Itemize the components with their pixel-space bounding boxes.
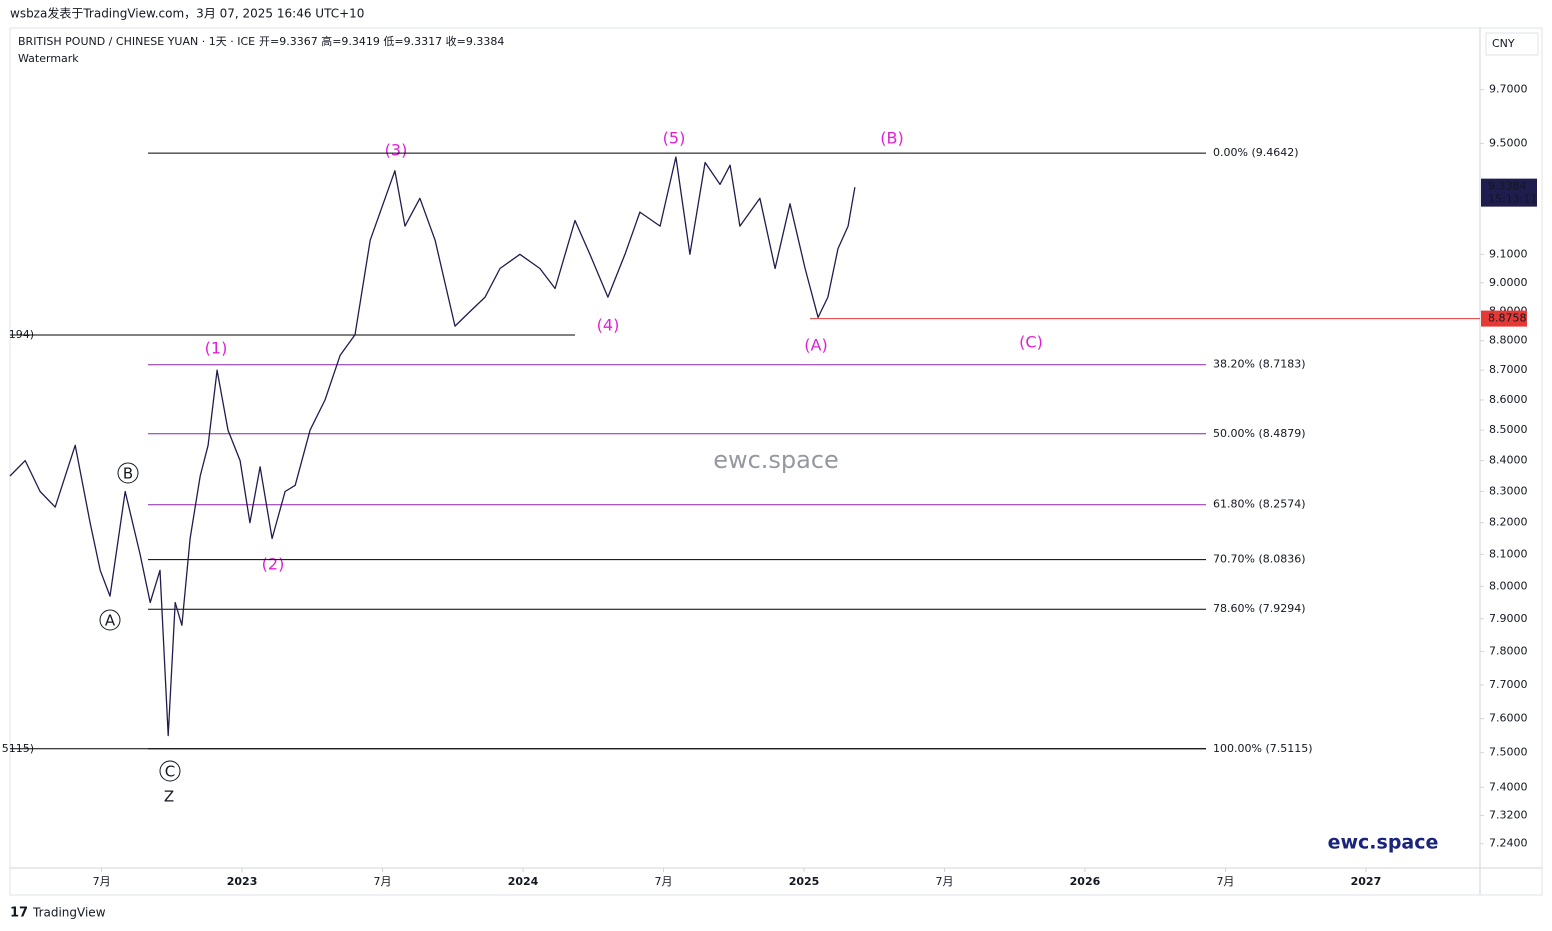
y-tick-label: 8.5000: [1489, 423, 1528, 436]
x-tick-label: 2027: [1351, 875, 1382, 888]
brand: TradingView: [32, 906, 106, 920]
currency-box[interactable]: [1485, 32, 1539, 56]
y-tick-label: 9.7000: [1489, 83, 1528, 96]
frame: [9, 27, 1543, 896]
fib-label: 38.20% (8.7183): [1213, 358, 1306, 371]
wave-label: (1): [205, 339, 228, 358]
brand-logo: 17 TradingView: [10, 906, 106, 921]
y-tick-label: 8.3000: [1489, 484, 1528, 497]
circle-marker: [117, 462, 139, 484]
x-tick-label: 7月: [655, 875, 673, 888]
x-tick-label: 2024: [508, 875, 539, 888]
x-tick-label: 2025: [789, 875, 820, 888]
publisher: wsbza发表于TradingView.com，3月 07, 2025 16:4…: [10, 6, 364, 21]
wave-label: (2): [262, 555, 285, 574]
y-tick-label: 9.1000: [1489, 247, 1528, 260]
fib-label: 50.00% (8.4879): [1213, 427, 1306, 440]
wave-label: (B): [880, 129, 903, 148]
y-tick-label: 7.4000: [1489, 780, 1528, 793]
wave-label: (5): [663, 129, 686, 148]
y-tick-label: 8.0000: [1489, 579, 1528, 592]
circle-marker: [99, 609, 121, 631]
wave-label: (A): [804, 336, 827, 355]
watermark: ewc.space: [713, 446, 839, 474]
countdown: 15:13:11: [1488, 193, 1537, 206]
currency[interactable]: CNY: [1492, 37, 1515, 50]
y-tick-label: 8.2000: [1489, 516, 1528, 529]
fib-label: 78.60% (7.9294): [1213, 602, 1306, 615]
circle-label: C: [165, 763, 175, 781]
fib-label: 0.00% (9.4642): [1213, 146, 1299, 159]
x-tick-label: 2026: [1070, 875, 1101, 888]
y-tick-label: 8.1000: [1489, 547, 1528, 560]
level-label: 194): [9, 328, 34, 341]
circle-label: B: [123, 465, 133, 483]
brand-mark: ewc.space: [1328, 832, 1439, 854]
x-tick-label: 7月: [935, 875, 953, 888]
y-tick-label: 7.2400: [1489, 837, 1528, 850]
y-tick-label: 8.6000: [1489, 393, 1528, 406]
y-tick-label: 7.8000: [1489, 645, 1528, 658]
y-tick-label: 8.7000: [1489, 363, 1528, 376]
y-tick-label: 7.6000: [1489, 712, 1528, 725]
y-tick-label: 7.7000: [1489, 678, 1528, 691]
y-tick-label: 8.8000: [1489, 334, 1528, 347]
wave-label: (4): [597, 316, 620, 335]
x-tick-label: 7月: [1216, 875, 1234, 888]
y-tick-label: 7.5000: [1489, 746, 1528, 759]
symbol: BRITISH POUND / CHINESE YUAN · 1天 · ICE: [18, 35, 255, 48]
y-tick-label: 9.5000: [1489, 136, 1528, 149]
logo-mark: 17: [10, 906, 28, 921]
x-tick-label: 7月: [93, 875, 111, 888]
fib-label: 61.80% (8.2574): [1213, 498, 1306, 511]
x-tick-label: 7月: [374, 875, 392, 888]
last-price: 9.3384: [1488, 180, 1527, 193]
y-tick-label: 7.3200: [1489, 808, 1528, 821]
circle-label: A: [105, 612, 116, 630]
price-line: [9, 156, 856, 737]
z-label: Z: [164, 788, 174, 806]
stop-box: [1481, 310, 1527, 327]
level-label: 5115): [2, 742, 34, 755]
wave-label: (3): [385, 141, 408, 160]
y-tick-label: 7.9000: [1489, 612, 1528, 625]
x-tick-label: 2023: [227, 875, 258, 888]
stop-label: 8.8758: [1488, 312, 1527, 325]
y-tick-label: 8.4000: [1489, 454, 1528, 467]
last-price-box: [1481, 178, 1537, 207]
y-tick-label: 9.0000: [1489, 276, 1528, 289]
ohlc: 开=9.3367 高=9.3419 低=9.3317 收=9.3384: [259, 34, 504, 48]
fib-label: 100.00% (7.5115): [1213, 742, 1313, 755]
fib-label: 70.70% (8.0836): [1213, 553, 1306, 566]
circle-marker: [159, 760, 181, 782]
wave-label: (C): [1019, 333, 1043, 352]
watermark-label: Watermark: [18, 52, 79, 65]
